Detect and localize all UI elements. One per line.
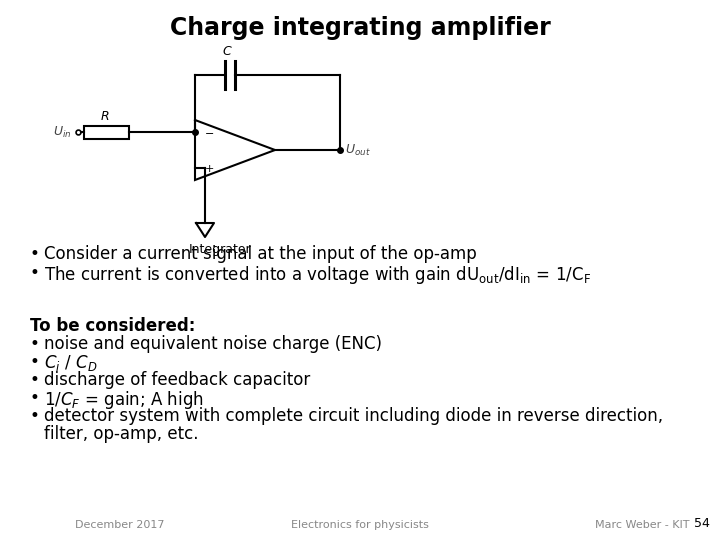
Text: R: R <box>100 110 109 123</box>
Text: Integrator: Integrator <box>189 243 251 256</box>
Text: $U_{out}$: $U_{out}$ <box>345 143 371 158</box>
Text: •: • <box>30 245 40 263</box>
Text: 1/$C_{F}$ = gain; A high: 1/$C_{F}$ = gain; A high <box>44 389 204 411</box>
Text: 54: 54 <box>694 517 710 530</box>
Text: •: • <box>30 407 40 425</box>
Bar <box>84 125 129 138</box>
Text: •: • <box>30 264 40 282</box>
Text: $C_{i}$ / $C_{D}$: $C_{i}$ / $C_{D}$ <box>44 353 97 373</box>
Text: noise and equivalent noise charge (ENC): noise and equivalent noise charge (ENC) <box>44 335 382 353</box>
Text: $U_{in}$: $U_{in}$ <box>53 124 72 139</box>
Text: Marc Weber - KIT: Marc Weber - KIT <box>595 520 690 530</box>
Text: $-$: $-$ <box>204 127 214 137</box>
Text: Charge integrating amplifier: Charge integrating amplifier <box>170 16 550 40</box>
Text: To be considered:: To be considered: <box>30 317 195 335</box>
Text: The current is converted into a voltage with gain dU$_{\mathregular{out}}$/dI$_{: The current is converted into a voltage … <box>44 264 591 286</box>
Text: detector system with complete circuit including diode in reverse direction,: detector system with complete circuit in… <box>44 407 663 425</box>
Text: •: • <box>30 335 40 353</box>
Text: filter, op-amp, etc.: filter, op-amp, etc. <box>44 425 199 443</box>
Text: $+$: $+$ <box>204 163 214 173</box>
Text: Electronics for physicists: Electronics for physicists <box>291 520 429 530</box>
Text: C: C <box>222 45 231 58</box>
Text: •: • <box>30 371 40 389</box>
Text: December 2017: December 2017 <box>76 520 165 530</box>
Text: discharge of feedback capacitor: discharge of feedback capacitor <box>44 371 310 389</box>
Text: Consider a current signal at the input of the op-amp: Consider a current signal at the input o… <box>44 245 477 263</box>
Text: •: • <box>30 389 40 407</box>
Text: •: • <box>30 353 40 371</box>
